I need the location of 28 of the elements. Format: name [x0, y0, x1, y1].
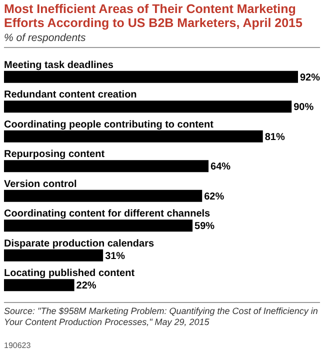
- y-tick-label: Locating published content: [4, 268, 136, 280]
- data-label: 90%: [294, 102, 314, 114]
- data-label: 31%: [105, 250, 126, 262]
- bar: [4, 130, 263, 142]
- source-note: Source: "The $958M Marketing Problem: Quantifying the Cost of Inefficiency in Your Content Production Processes," May 29, 2015: [4, 306, 319, 328]
- bar: [4, 220, 193, 232]
- data-label: 92%: [300, 72, 320, 84]
- data-label: 62%: [204, 191, 224, 202]
- y-tick-label: Coordinating content for different channels: [4, 208, 211, 220]
- bar: [4, 279, 74, 292]
- bar: [4, 100, 292, 113]
- chart-title: Most Inefficient Areas of Their Content Marketing Efforts According to US B2B Marketers, April 2015: [4, 2, 304, 30]
- bar: [4, 190, 202, 202]
- y-tick-label: Meeting task deadlines: [4, 60, 114, 71]
- bar: [4, 160, 209, 172]
- data-label: 59%: [194, 221, 215, 232]
- bar: [4, 70, 298, 83]
- data-label: 22%: [76, 280, 96, 292]
- data-label: 64%: [210, 162, 231, 173]
- y-tick-label: Coordinating people contributing to content: [4, 119, 214, 130]
- y-tick-label: Disparate production calendars: [4, 238, 154, 250]
- chart-subtitle: % of respondents: [4, 32, 86, 44]
- y-tick-label: Repurposing content: [4, 149, 106, 160]
- y-tick-label: Redundant content creation: [4, 90, 137, 101]
- bar: [4, 249, 104, 262]
- data-label: 81%: [264, 132, 285, 143]
- y-tick-label: Version control: [4, 178, 78, 190]
- text: 190623: [4, 341, 31, 350]
